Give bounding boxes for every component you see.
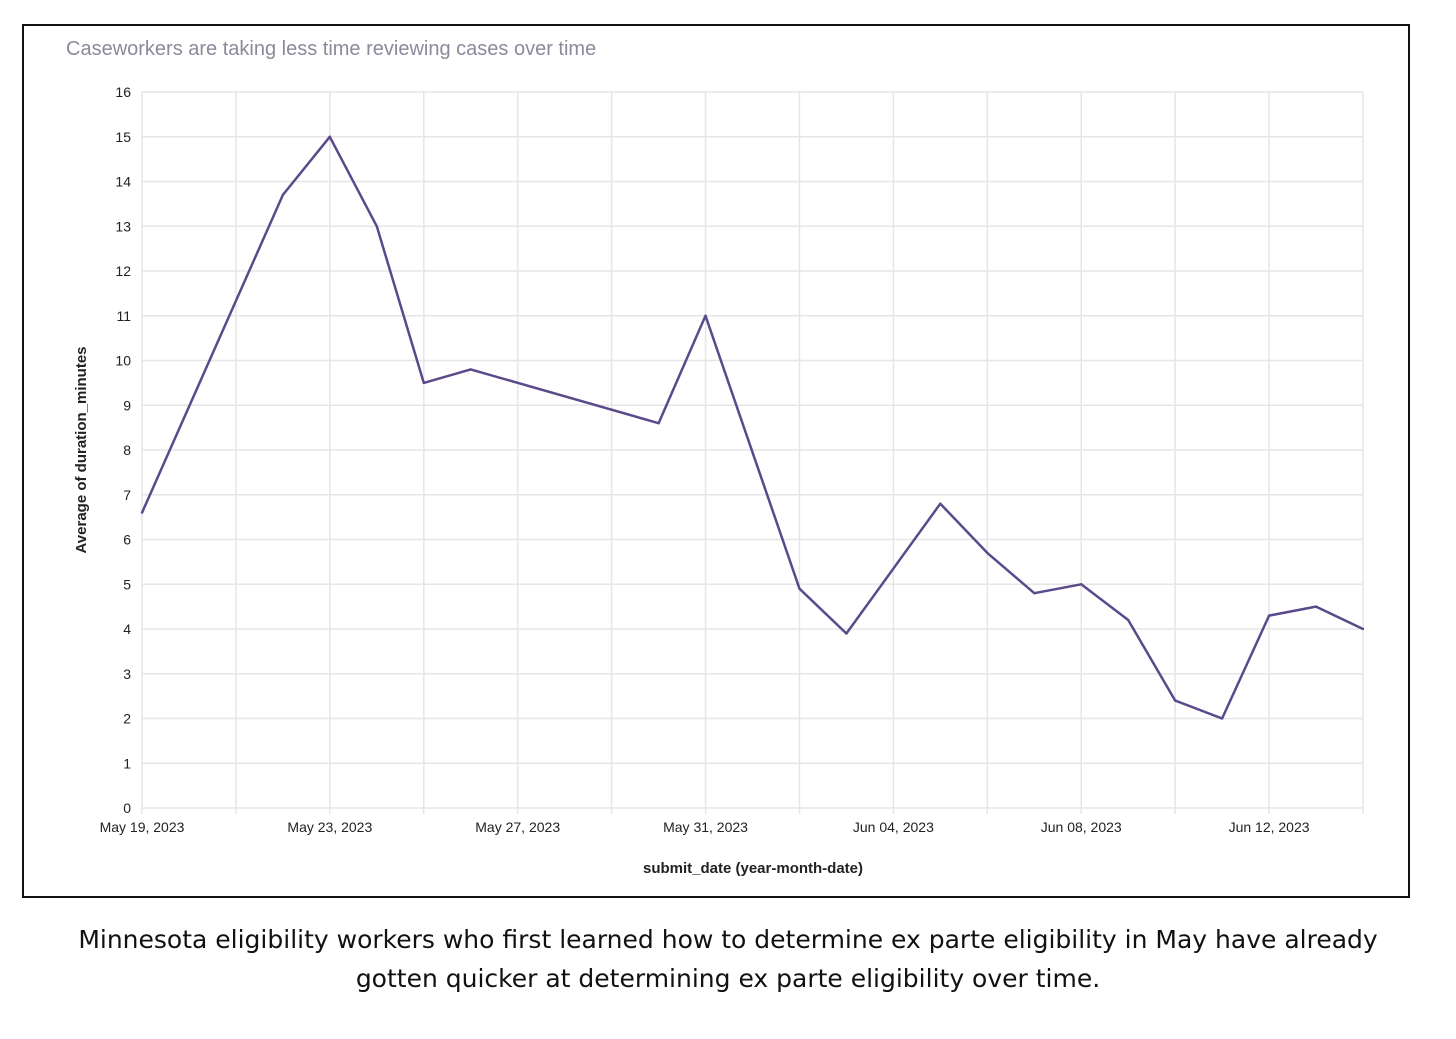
y-tick-label: 6	[123, 532, 131, 548]
data-point	[281, 193, 285, 197]
data-point	[939, 502, 942, 505]
data-point	[657, 421, 660, 425]
y-tick-label: 16	[115, 84, 131, 100]
y-tick-label: 11	[116, 308, 131, 324]
grid-lines	[141, 91, 1364, 814]
x-tick-label: Jun 12, 2023	[1229, 819, 1310, 835]
data-point	[469, 368, 472, 371]
y-tick-label: 10	[115, 353, 131, 369]
data-point	[1126, 618, 1130, 622]
data-point	[1220, 717, 1224, 720]
x-axis-title: submit_date (year-month-date)	[643, 860, 863, 877]
y-tick-label: 12	[115, 263, 131, 279]
chart-frame: Caseworkers are taking less time reviewi…	[22, 24, 1410, 898]
y-tick-label: 4	[123, 621, 131, 637]
x-tick-label: Jun 08, 2023	[1041, 819, 1122, 835]
y-tick-label: 2	[123, 711, 131, 727]
x-tick-label: May 27, 2023	[475, 819, 560, 835]
y-axis-title: Average of duration_minutes	[73, 347, 90, 554]
data-point	[1361, 627, 1365, 631]
data-point	[1314, 605, 1318, 608]
data-point	[140, 511, 144, 514]
data-point	[798, 587, 801, 590]
data-point	[328, 135, 332, 138]
y-tick-label: 5	[123, 576, 131, 592]
data-point	[375, 225, 379, 228]
y-tick-label: 9	[123, 397, 131, 413]
x-tick-label: May 31, 2023	[663, 819, 748, 835]
data-point	[845, 632, 848, 635]
data-points	[140, 135, 1365, 720]
y-tick-label: 7	[123, 487, 131, 503]
y-tick-label: 14	[115, 174, 131, 190]
chart-title: Caseworkers are taking less time reviewi…	[66, 38, 597, 60]
series-line	[140, 135, 1364, 720]
data-point	[1267, 614, 1271, 617]
y-tick-label: 3	[123, 666, 131, 682]
data-point	[422, 381, 425, 385]
figure-caption: Minnesota eligibility workers who first …	[0, 920, 1456, 998]
y-tick-label: 1	[123, 755, 131, 771]
y-tick-label: 0	[123, 800, 131, 816]
caption-line-1: Minnesota eligibility workers who first …	[78, 925, 1378, 954]
data-point	[1033, 592, 1036, 595]
y-tick-label: 15	[115, 129, 131, 145]
x-tick-label: Jun 04, 2023	[853, 819, 934, 835]
data-point	[1173, 699, 1177, 702]
data-point	[986, 551, 989, 555]
caption-line-2: gotten quicker at determining ex parte e…	[355, 964, 1101, 993]
x-tick-label: May 23, 2023	[287, 819, 372, 835]
x-tick-labels: May 19, 2023 May 23, 2023 May 27, 2023 May …	[100, 819, 1310, 835]
data-point	[1080, 583, 1083, 586]
data-point	[704, 314, 707, 317]
y-tick-label: 8	[123, 442, 131, 458]
y-tick-label: 13	[115, 218, 131, 234]
x-tick-label: May 19, 2023	[100, 819, 185, 835]
